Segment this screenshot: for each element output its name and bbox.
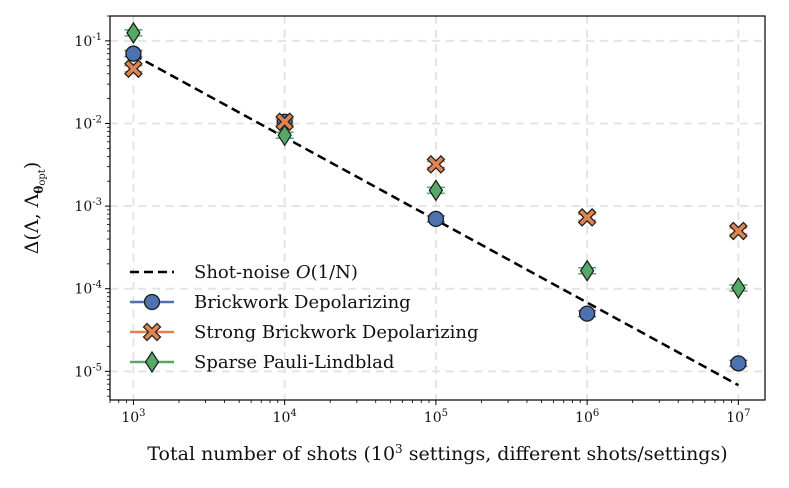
y-tick-label: 10-2 bbox=[74, 114, 102, 132]
data-point-circle bbox=[730, 355, 747, 372]
legend-label: Brickwork Depolarizing bbox=[194, 292, 411, 313]
y-axis-label: Δ(Λ, Λθopt) bbox=[21, 162, 48, 255]
data-point-diamond bbox=[428, 179, 444, 202]
legend-marker-x bbox=[142, 322, 162, 342]
legend-label: Shot-noise O(1/N) bbox=[194, 262, 358, 283]
data-point-circle bbox=[125, 45, 142, 62]
data-point-diamond bbox=[731, 276, 746, 300]
data-point-x bbox=[426, 155, 446, 174]
x-tick-label: 104 bbox=[273, 408, 297, 426]
y-tick-label: 10-5 bbox=[74, 362, 102, 380]
x-tick-label: 107 bbox=[726, 408, 750, 426]
x-tick-label: 103 bbox=[121, 408, 145, 426]
x-axis: 103 104 105 106 107 bbox=[109, 400, 750, 426]
data-point-x bbox=[729, 221, 748, 241]
legend-label: Strong Brickwork Depolarizing bbox=[194, 322, 479, 343]
data-point-circle bbox=[578, 305, 596, 322]
plot-frame bbox=[109, 15, 766, 401]
data-point-diamond bbox=[126, 21, 141, 44]
data-point-circle bbox=[427, 210, 445, 228]
gridlines bbox=[110, 16, 765, 400]
x-axis-label: Total number of shots (103 settings, dif… bbox=[147, 442, 727, 465]
y-axis: 10-5 10-4 10-3 10-2 10-1 bbox=[74, 15, 110, 397]
data-markers bbox=[124, 21, 748, 372]
legend-marker-circle bbox=[143, 293, 161, 311]
legend: Shot-noise O(1/N) Brickwork Depolarizing S… bbox=[130, 262, 479, 374]
data-point-diamond bbox=[277, 124, 292, 147]
data-point-x bbox=[577, 208, 597, 227]
legend-marker-diamond bbox=[144, 350, 160, 374]
data-point-diamond bbox=[579, 259, 595, 282]
x-tick-label: 106 bbox=[575, 408, 599, 426]
data-point-x bbox=[124, 59, 143, 79]
y-tick-label: 10-4 bbox=[74, 280, 102, 298]
data-point-x bbox=[275, 112, 295, 132]
x-tick-label: 105 bbox=[424, 408, 448, 426]
y-tick-label: 10-3 bbox=[74, 197, 102, 215]
legend-label: Sparse Pauli-Lindblad bbox=[194, 352, 394, 373]
y-tick-label: 10-1 bbox=[74, 32, 102, 50]
